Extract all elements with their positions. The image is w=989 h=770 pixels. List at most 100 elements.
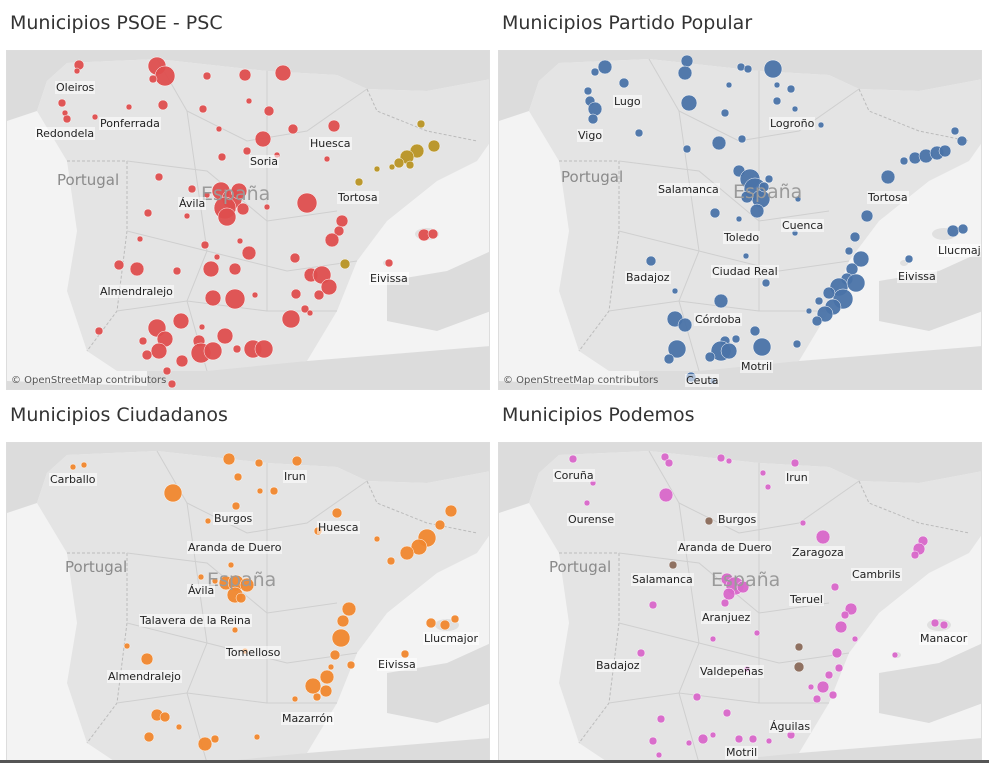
map-dot bbox=[80, 461, 88, 469]
city-label: Águilas bbox=[769, 720, 812, 733]
panel-pp: Municipios Partido Popular bbox=[492, 0, 982, 390]
map-dot bbox=[251, 291, 259, 299]
map-dot bbox=[799, 519, 807, 527]
city-label: Motril bbox=[725, 746, 759, 759]
map-pp[interactable]: Portugal España Lugo Vigo Logroño Salama… bbox=[498, 50, 982, 390]
map-dot bbox=[236, 237, 244, 245]
city-label: Burgos bbox=[213, 512, 254, 525]
city-label: Oleiros bbox=[55, 81, 96, 94]
map-dot bbox=[187, 184, 197, 194]
city-label: Almendralejo bbox=[107, 670, 182, 683]
country-label-portugal: Portugal bbox=[57, 171, 120, 189]
map-dot bbox=[680, 94, 698, 112]
map-dot bbox=[159, 711, 171, 723]
map-dot bbox=[291, 695, 299, 703]
city-label: Ceuta bbox=[685, 374, 720, 387]
map-dot bbox=[720, 598, 730, 608]
map-dot bbox=[346, 660, 356, 670]
map-dot bbox=[725, 457, 733, 465]
city-label: Llucmaj bbox=[937, 244, 981, 257]
map-podemos[interactable]: Portugal España Coruña Irun Ourense Burg… bbox=[498, 442, 982, 763]
map-dot bbox=[163, 483, 183, 503]
map-dot bbox=[143, 731, 155, 743]
map-dot bbox=[197, 573, 205, 581]
city-label: Coruña bbox=[553, 469, 595, 482]
map-dot bbox=[245, 97, 253, 105]
map-dot bbox=[242, 146, 252, 156]
map-dot bbox=[339, 258, 351, 270]
map-dot bbox=[150, 342, 168, 360]
map-dot bbox=[587, 113, 599, 125]
city-label: Tortosa bbox=[867, 191, 909, 204]
map-dot bbox=[704, 516, 714, 526]
dots-layer bbox=[568, 452, 949, 759]
map-dot bbox=[583, 499, 591, 507]
map-dot bbox=[852, 250, 870, 268]
city-label: Soria bbox=[249, 155, 280, 168]
map-dot bbox=[113, 259, 125, 271]
map-dot bbox=[660, 452, 670, 462]
map-dot bbox=[704, 351, 716, 363]
map-dot bbox=[399, 545, 415, 561]
map-psoe[interactable]: Portugal España Oleiros Redondela Ponfer… bbox=[6, 50, 490, 390]
dots-layer bbox=[583, 54, 969, 385]
map-dot bbox=[222, 452, 236, 466]
panel-title: Municipios PSOE - PSC bbox=[10, 12, 223, 34]
map-dot bbox=[341, 601, 357, 617]
map-dot bbox=[291, 455, 303, 467]
map-dot bbox=[634, 128, 644, 138]
map-dot bbox=[210, 734, 220, 744]
city-label: Aranjuez bbox=[701, 611, 752, 624]
map-dot bbox=[713, 293, 729, 309]
bottom-scrollbar[interactable] bbox=[0, 760, 989, 763]
map-dot bbox=[812, 694, 822, 704]
city-label: Huesca bbox=[309, 137, 352, 150]
city-label: Huesca bbox=[317, 521, 360, 534]
map-dot bbox=[655, 751, 663, 759]
map-dot bbox=[416, 119, 426, 129]
map-dot bbox=[668, 560, 678, 570]
map-dot bbox=[241, 245, 257, 261]
map-dot bbox=[319, 684, 333, 698]
map-dot bbox=[274, 64, 292, 82]
map-dot bbox=[772, 96, 782, 106]
country-label-spain: España bbox=[733, 181, 803, 203]
map-dot bbox=[213, 253, 221, 261]
panel-title: Municipios Ciudadanos bbox=[10, 404, 228, 426]
map-dot bbox=[939, 620, 949, 630]
map-dot bbox=[950, 126, 960, 136]
panel-psoe: Municipios PSOE - PSC bbox=[0, 0, 490, 390]
map-attribution[interactable]: © OpenStreetMap contributors bbox=[11, 375, 167, 386]
map-dot bbox=[794, 195, 802, 203]
map-ciudadanos[interactable]: Portugal España Carballo Irun Burgos Hue… bbox=[6, 442, 490, 763]
map-dot bbox=[354, 177, 364, 187]
map-dot bbox=[587, 101, 603, 117]
city-label: Mazarrón bbox=[281, 712, 335, 725]
map-dot bbox=[737, 134, 747, 144]
map-dot bbox=[764, 174, 774, 184]
map-dot bbox=[254, 339, 274, 359]
map-dot bbox=[239, 577, 255, 593]
map-dot bbox=[444, 504, 458, 518]
map-dot bbox=[175, 354, 189, 368]
city-label: Motril bbox=[740, 360, 774, 373]
map-dot bbox=[840, 610, 850, 620]
map-dot bbox=[790, 458, 800, 468]
map-dot bbox=[830, 582, 840, 592]
map-dot bbox=[680, 54, 694, 68]
map-dot bbox=[697, 733, 709, 745]
map-dot bbox=[427, 228, 439, 240]
map-attribution[interactable]: © OpenStreetMap contributors bbox=[503, 375, 659, 386]
map-dot bbox=[140, 652, 154, 666]
map-dot bbox=[957, 223, 969, 235]
map-dot bbox=[167, 379, 177, 389]
map-dot bbox=[197, 736, 213, 752]
city-label: Irun bbox=[785, 471, 809, 484]
map-dot bbox=[231, 626, 239, 634]
map-dot bbox=[709, 207, 721, 219]
city-label: Toledo bbox=[723, 231, 761, 244]
map-dot bbox=[685, 739, 693, 747]
panel-title: Municipios Partido Popular bbox=[502, 12, 753, 34]
map-dot bbox=[224, 288, 246, 310]
map-dot bbox=[405, 160, 415, 170]
